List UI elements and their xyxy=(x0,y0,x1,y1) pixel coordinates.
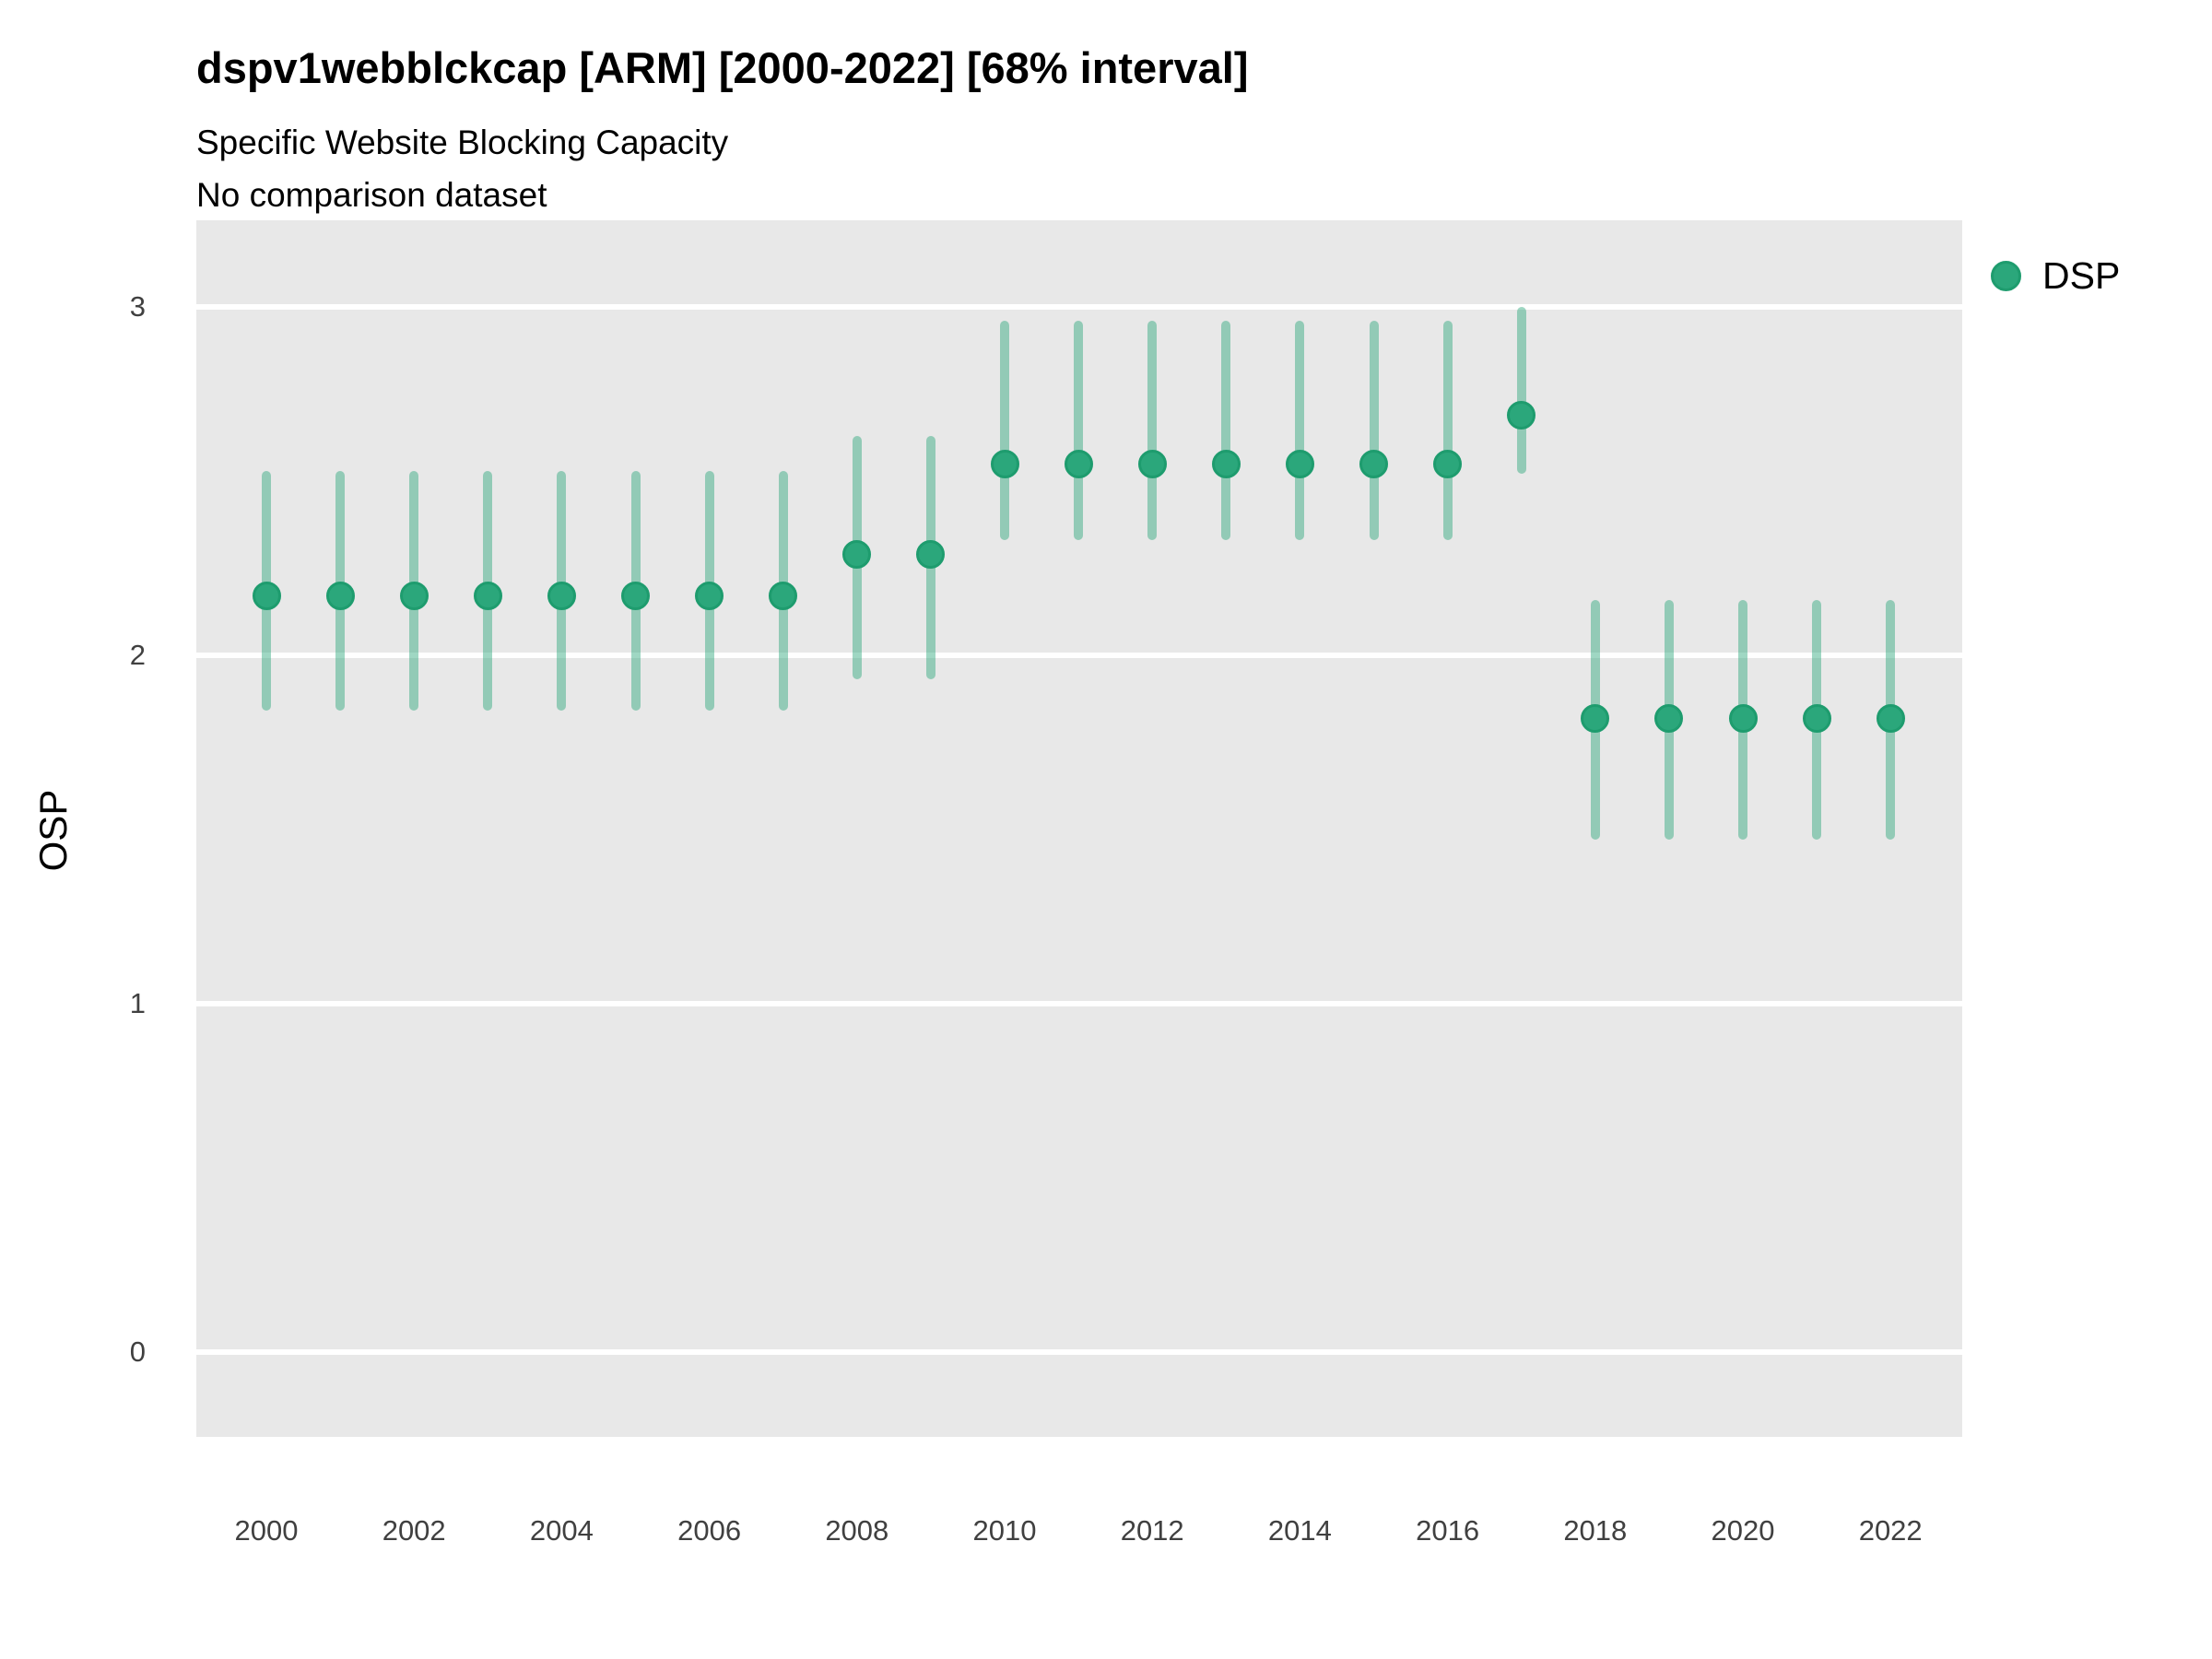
interval-dsp-2017 xyxy=(1516,307,1526,475)
point-dsp-2007 xyxy=(769,582,798,611)
point-dsp-2006 xyxy=(695,582,724,611)
point-dsp-2009 xyxy=(916,539,946,569)
x-tick-label-2008: 2008 xyxy=(825,1514,889,1547)
point-dsp-2021 xyxy=(1802,703,1831,733)
y-tick-label-2: 2 xyxy=(129,639,146,671)
interval-dsp-2012 xyxy=(1147,321,1158,541)
gridline-y-2 xyxy=(196,653,1962,658)
legend-label-dsp: DSP xyxy=(2042,254,2121,297)
point-dsp-2002 xyxy=(399,582,429,611)
plot-panel xyxy=(196,220,1962,1437)
x-tick-label-2020: 2020 xyxy=(1711,1514,1775,1547)
x-tick-label-2014: 2014 xyxy=(1267,1514,1332,1547)
gridline-y-3 xyxy=(196,304,1962,310)
chart-subtitle: Specific Website Blocking Capacity xyxy=(196,124,729,161)
point-dsp-2014 xyxy=(1285,449,1314,478)
point-dsp-2011 xyxy=(1064,449,1093,478)
chart-note: No comparison dataset xyxy=(196,176,547,214)
interval-dsp-2016 xyxy=(1442,321,1453,541)
x-tick-label-2018: 2018 xyxy=(1563,1514,1628,1547)
point-dsp-2001 xyxy=(325,582,355,611)
y-axis-title: OSP xyxy=(31,789,75,872)
point-dsp-2003 xyxy=(473,582,502,611)
y-tick-label-1: 1 xyxy=(129,987,146,1019)
interval-dsp-2010 xyxy=(1000,321,1009,541)
point-dsp-2020 xyxy=(1728,703,1758,733)
x-tick-label-2004: 2004 xyxy=(529,1514,594,1547)
x-tick-label-2002: 2002 xyxy=(382,1514,446,1547)
point-dsp-2015 xyxy=(1359,449,1388,478)
legend-dsp-dot-icon xyxy=(1991,261,2021,291)
x-tick-label-2012: 2012 xyxy=(1120,1514,1184,1547)
point-dsp-2005 xyxy=(621,582,650,611)
x-tick-label-2006: 2006 xyxy=(677,1514,742,1547)
point-dsp-2004 xyxy=(547,582,576,611)
point-dsp-2000 xyxy=(252,582,281,611)
legend: DSP xyxy=(1991,254,2120,298)
interval-dsp-2014 xyxy=(1295,321,1305,541)
point-dsp-2013 xyxy=(1211,449,1241,478)
point-dsp-2017 xyxy=(1507,400,1536,429)
point-dsp-2010 xyxy=(990,449,1019,478)
point-dsp-2022 xyxy=(1876,703,1905,733)
y-tick-label-3: 3 xyxy=(129,290,146,323)
y-tick-label-0: 0 xyxy=(129,1335,146,1368)
interval-dsp-2015 xyxy=(1369,321,1379,541)
x-tick-label-2022: 2022 xyxy=(1858,1514,1923,1547)
point-dsp-2019 xyxy=(1654,703,1684,733)
x-tick-label-2000: 2000 xyxy=(234,1514,299,1547)
gridline-y-1 xyxy=(196,1001,1962,1006)
point-dsp-2012 xyxy=(1137,449,1167,478)
x-tick-label-2016: 2016 xyxy=(1416,1514,1480,1547)
point-dsp-2018 xyxy=(1581,703,1610,733)
chart-title: dspv1webblckcap [ARM] [2000-2022] [68% i… xyxy=(196,43,1249,92)
point-dsp-2016 xyxy=(1433,449,1463,478)
interval-dsp-2013 xyxy=(1221,321,1231,541)
x-tick-label-2010: 2010 xyxy=(972,1514,1037,1547)
point-dsp-2008 xyxy=(842,539,872,569)
interval-dsp-2011 xyxy=(1074,321,1084,541)
gridline-y-0 xyxy=(196,1349,1962,1355)
